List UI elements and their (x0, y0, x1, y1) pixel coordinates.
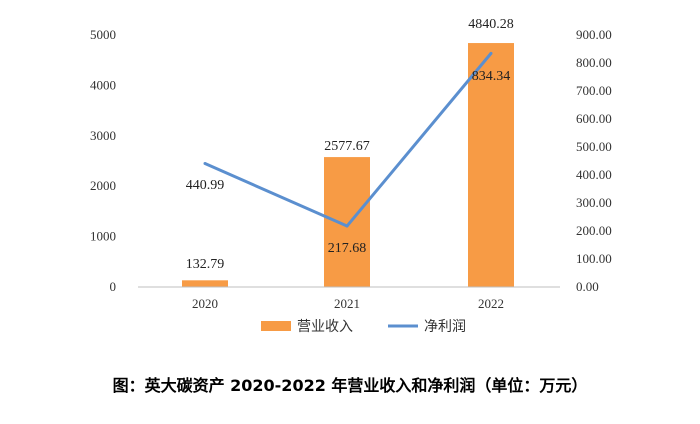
revenue-data-label: 2577.67 (324, 139, 370, 154)
revenue-bar (182, 280, 228, 287)
right-tick-label: 500.00 (576, 139, 612, 154)
net-profit-data-label: 834.34 (472, 69, 511, 84)
net-profit-line (203, 51, 493, 228)
right-tick-label: 200.00 (576, 223, 612, 238)
right-axis-ticks: 0.00 100.00 200.00 300.00 400.00 500.00 600.00… (576, 27, 612, 294)
left-axis-ticks: 0 1000 2000 3000 4000 5000 (90, 27, 116, 294)
net-profit-data-label: 440.99 (186, 178, 225, 193)
legend-swatch-revenue (261, 321, 291, 331)
x-tick-label: 2020 (192, 296, 218, 311)
right-tick-label: 300.00 (576, 195, 612, 210)
legend-label-revenue: 营业收入 (297, 319, 353, 335)
revenue-data-label: 4840.28 (468, 17, 514, 32)
x-axis-ticks: 2020 2021 2022 (192, 296, 504, 311)
right-tick-label: 0.00 (576, 279, 599, 294)
net-profit-point (489, 51, 493, 55)
left-tick-label: 4000 (90, 77, 116, 92)
left-tick-label: 1000 (90, 229, 116, 244)
revenue-bar (324, 157, 370, 287)
net-profit-data-label: 217.68 (328, 241, 367, 256)
revenue-data-label: 132.79 (186, 257, 225, 272)
left-tick-label: 0 (110, 279, 117, 294)
revenue-bar (468, 43, 514, 287)
legend-label-net-profit: 净利润 (424, 319, 466, 335)
data-labels: 132.79 2577.67 4840.28 440.99 217.68 834.34 (186, 17, 514, 272)
x-tick-label: 2022 (478, 296, 504, 311)
revenue-bars (182, 43, 514, 287)
left-tick-label: 3000 (90, 128, 116, 143)
x-tick-label: 2021 (334, 296, 360, 311)
right-tick-label: 600.00 (576, 111, 612, 126)
right-tick-label: 400.00 (576, 167, 612, 182)
legend: 营业收入 净利润 (261, 319, 466, 335)
left-tick-label: 2000 (90, 178, 116, 193)
right-tick-label: 800.00 (576, 55, 612, 70)
figure-caption: 图：英大碳资产 2020-2022 年营业收入和净利润（单位：万元） (112, 376, 588, 395)
net-profit-point (203, 162, 207, 166)
left-tick-label: 5000 (90, 27, 116, 42)
right-tick-label: 700.00 (576, 83, 612, 98)
net-profit-point (345, 224, 349, 228)
right-tick-label: 100.00 (576, 251, 612, 266)
combo-chart: 0 1000 2000 3000 4000 5000 0.00 100.00 200.00 30… (90, 17, 612, 335)
right-tick-label: 900.00 (576, 27, 612, 42)
